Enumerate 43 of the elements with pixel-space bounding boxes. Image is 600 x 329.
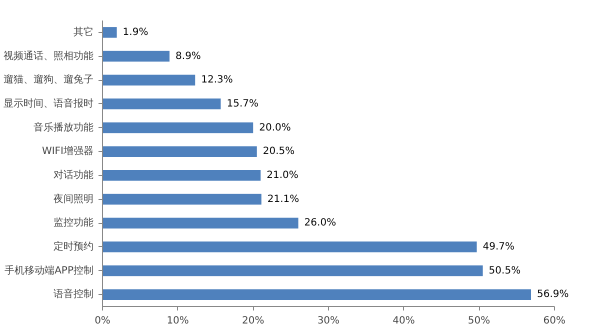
y-tick-label: 定时预约	[54, 240, 94, 252]
bar	[102, 27, 117, 38]
y-tick-label: 遛猫、遛狗、遛兔子	[4, 74, 94, 86]
data-label: 21.1%	[267, 194, 300, 205]
data-label: 12.3%	[201, 74, 233, 86]
x-tick-label: 50%	[468, 316, 490, 326]
x-tick-label: 20%	[242, 316, 264, 326]
data-label: 26.0%	[304, 218, 336, 229]
y-tick-label: 监控功能	[54, 216, 94, 229]
data-label: 56.9%	[537, 289, 569, 300]
y-tick-label: 语音控制	[54, 288, 94, 300]
bar	[102, 242, 477, 252]
x-tick-label: 60%	[543, 316, 566, 326]
data-label: 1.9%	[122, 26, 148, 38]
x-tick-label: 0%	[94, 316, 110, 326]
data-label: 20.5%	[262, 146, 295, 158]
x-tick-label: 30%	[317, 316, 340, 326]
data-label: 8.9%	[176, 50, 201, 62]
data-label: 50.5%	[488, 265, 521, 276]
bar	[102, 98, 221, 110]
y-tick-label: 其它	[74, 26, 94, 38]
y-tick-label: 显示时间、语音报时	[4, 97, 94, 110]
x-tick-label: 40%	[392, 316, 415, 326]
y-tick-label: WIFI增强器	[42, 145, 94, 158]
y-tick-label: 音乐播放功能	[34, 121, 94, 134]
bar	[102, 218, 298, 228]
bar	[102, 265, 483, 276]
y-tick-label: 手机移动端APP控制	[4, 264, 94, 276]
bar	[102, 289, 532, 300]
bar	[102, 74, 196, 86]
x-tick-label: 10%	[166, 316, 189, 326]
bar	[102, 50, 170, 62]
data-label: 49.7%	[482, 241, 515, 252]
bar	[102, 146, 257, 157]
y-tick-label: 夜间照明	[54, 192, 94, 205]
bar	[102, 122, 254, 134]
bar	[102, 170, 261, 181]
data-label: 20.0%	[259, 122, 291, 134]
bar	[102, 194, 262, 205]
data-label: 15.7%	[226, 98, 259, 110]
y-tick-label: 视频通话、照相功能	[4, 50, 94, 62]
y-tick-label: 对话功能	[54, 168, 94, 181]
data-label: 21.0%	[266, 170, 298, 181]
